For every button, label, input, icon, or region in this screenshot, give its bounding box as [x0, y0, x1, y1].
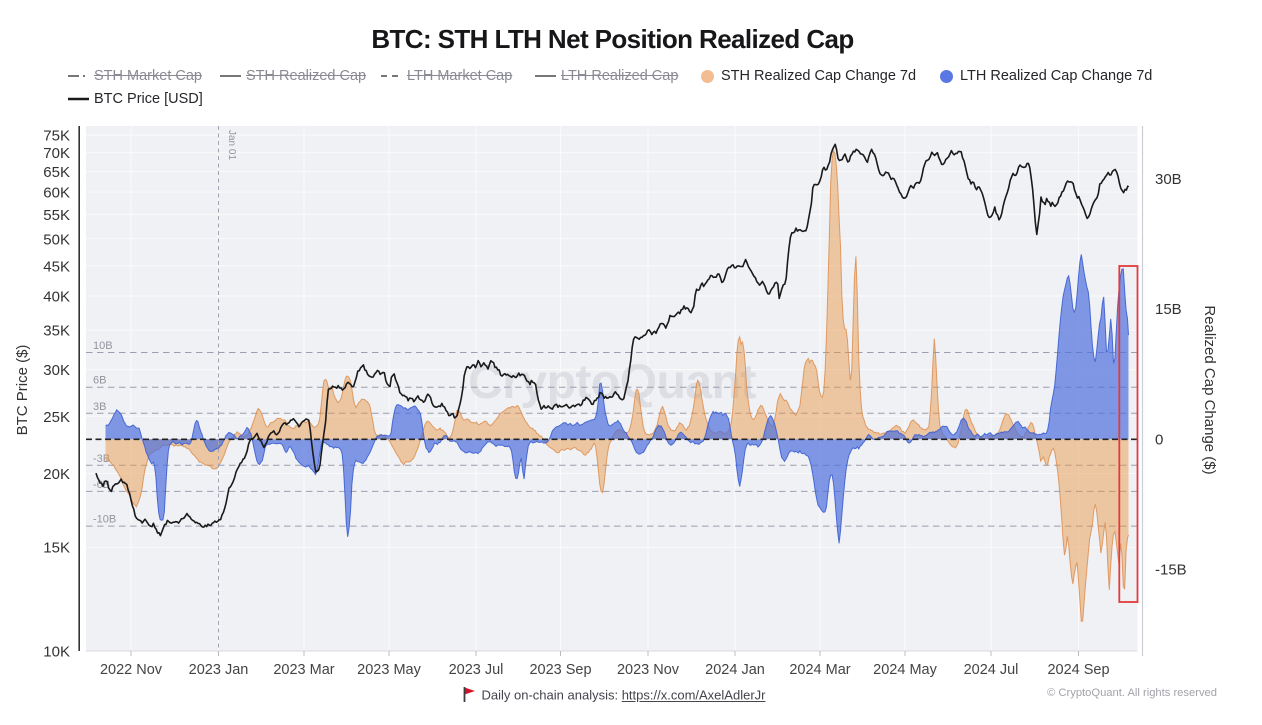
svg-text:25K: 25K: [43, 409, 70, 426]
svg-text:10K: 10K: [43, 644, 70, 661]
svg-text:-3B: -3B: [93, 453, 110, 465]
svg-text:2024 May: 2024 May: [873, 662, 937, 678]
svg-text:50K: 50K: [43, 231, 70, 248]
svg-text:-10B: -10B: [93, 514, 116, 526]
svg-text:2024 Jul: 2024 Jul: [964, 662, 1019, 678]
svg-text:30B: 30B: [1155, 171, 1182, 188]
svg-text:2023 Jan: 2023 Jan: [189, 662, 249, 678]
svg-text:6B: 6B: [93, 375, 106, 387]
svg-text:45K: 45K: [43, 258, 70, 275]
svg-text:2023 Mar: 2023 Mar: [273, 662, 334, 678]
svg-text:BTC Price ($): BTC Price ($): [14, 345, 31, 436]
svg-text:2024 Mar: 2024 Mar: [789, 662, 850, 678]
svg-text:2024 Sep: 2024 Sep: [1047, 662, 1109, 678]
svg-text:2023 Sep: 2023 Sep: [529, 662, 591, 678]
svg-text:2022 Nov: 2022 Nov: [100, 662, 163, 678]
svg-text:75K: 75K: [43, 128, 70, 145]
svg-text:15K: 15K: [43, 540, 70, 557]
svg-text:60K: 60K: [43, 185, 70, 202]
svg-text:2023 Nov: 2023 Nov: [617, 662, 680, 678]
svg-text:35K: 35K: [43, 323, 70, 340]
svg-text:2023 Jul: 2023 Jul: [449, 662, 504, 678]
svg-text:55K: 55K: [43, 207, 70, 224]
svg-text:2024 Jan: 2024 Jan: [705, 662, 765, 678]
svg-text:3B: 3B: [93, 401, 106, 413]
svg-text:20K: 20K: [43, 466, 70, 483]
svg-text:0: 0: [1155, 431, 1163, 448]
svg-text:2023 May: 2023 May: [357, 662, 421, 678]
svg-text:10B: 10B: [93, 340, 113, 352]
svg-text:Jan 01: Jan 01: [226, 130, 237, 160]
svg-text:40K: 40K: [43, 289, 70, 306]
svg-text:CryptoQuant: CryptoQuant: [468, 356, 756, 409]
svg-text:30K: 30K: [43, 362, 70, 379]
svg-text:70K: 70K: [43, 145, 70, 162]
svg-text:65K: 65K: [43, 164, 70, 181]
svg-text:15B: 15B: [1155, 301, 1182, 318]
svg-text:-15B: -15B: [1155, 562, 1187, 579]
svg-text:Realized Cap Change ($): Realized Cap Change ($): [1201, 305, 1218, 474]
